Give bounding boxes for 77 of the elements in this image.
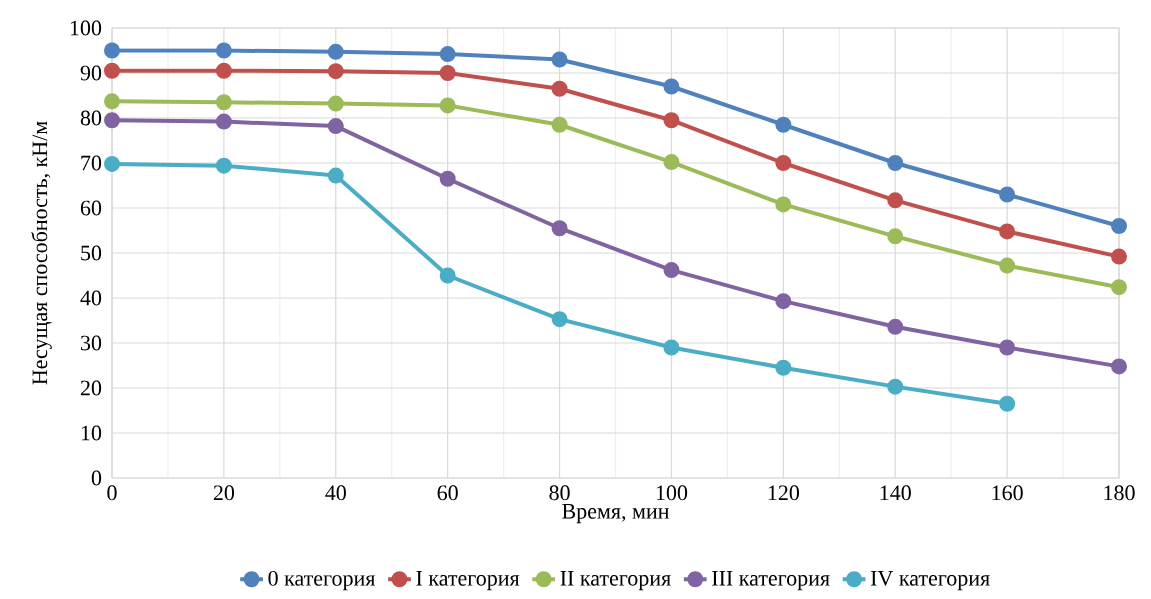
point: [327, 43, 344, 60]
point: [327, 63, 344, 80]
y-tick-label: 20: [80, 380, 102, 396]
point: [663, 262, 680, 279]
point: [215, 94, 232, 111]
point: [663, 154, 680, 171]
x-tick-label: 120: [768, 485, 800, 501]
point: [104, 155, 120, 172]
point: [775, 116, 792, 133]
y-tick-label: 90: [80, 65, 102, 81]
point: [104, 62, 120, 79]
point: [439, 65, 456, 81]
point: [887, 378, 904, 395]
legend-label: I категория: [416, 571, 520, 591]
x-tick-label: 80: [549, 485, 570, 501]
y-tick-label: 30: [81, 335, 102, 351]
y-tick-label: 50: [81, 245, 102, 261]
legend-label: IV категория: [870, 571, 990, 591]
legend-label: 0 категория: [268, 570, 376, 591]
point: [551, 220, 568, 237]
point: [663, 112, 680, 129]
point: [663, 78, 680, 95]
point: [551, 116, 568, 133]
point: [999, 395, 1016, 412]
point: [439, 170, 456, 187]
x-tick-label: 20: [213, 485, 235, 501]
point: [327, 167, 344, 184]
y-axis-title: Несущая способность, кН/м: [31, 121, 52, 385]
x-axis-title: Время, мин: [562, 504, 669, 524]
point: [327, 95, 344, 112]
point: [104, 112, 120, 129]
y-tick-label: 80: [80, 110, 102, 126]
point: [1111, 358, 1128, 375]
x-tick-label: 0: [107, 485, 117, 501]
point: [663, 339, 680, 356]
point: [775, 154, 792, 171]
x-tick-label: 40: [325, 485, 346, 501]
point: [215, 62, 232, 79]
point: [775, 196, 792, 213]
y-tick-label: 40: [80, 290, 102, 306]
y-tick-label: 70: [81, 155, 102, 171]
point: [551, 51, 568, 68]
legend-label: III категория: [712, 571, 830, 591]
x-tick-label: 140: [880, 485, 911, 501]
point: [551, 311, 568, 328]
point: [327, 118, 344, 135]
point: [999, 223, 1016, 240]
point: [887, 154, 904, 171]
point: [439, 46, 456, 63]
point: [1111, 217, 1128, 234]
x-tick-label: 180: [1104, 485, 1135, 501]
point: [104, 42, 120, 59]
point: [439, 97, 456, 114]
point: [439, 267, 456, 284]
point: [215, 42, 232, 59]
y-tick-label: 10: [81, 425, 102, 441]
point: [887, 318, 904, 335]
point: [887, 228, 904, 245]
x-tick-label: 60: [437, 485, 458, 501]
point: [215, 113, 232, 130]
point: [104, 93, 120, 110]
y-tick-label: 100: [70, 20, 102, 36]
point: [1111, 248, 1128, 265]
legend-label: II категория: [560, 571, 671, 591]
point: [1111, 279, 1128, 296]
point: [887, 192, 904, 209]
point: [999, 186, 1016, 203]
point: [551, 80, 568, 97]
x-tick-label: 100: [656, 485, 688, 501]
x-tick-label: 160: [992, 485, 1023, 501]
point: [775, 359, 792, 376]
y-tick-label: 0: [91, 470, 102, 486]
point: [215, 157, 232, 174]
point: [775, 293, 792, 310]
point: [999, 257, 1016, 274]
y-tick-label: 60: [80, 200, 102, 216]
point: [999, 339, 1016, 356]
